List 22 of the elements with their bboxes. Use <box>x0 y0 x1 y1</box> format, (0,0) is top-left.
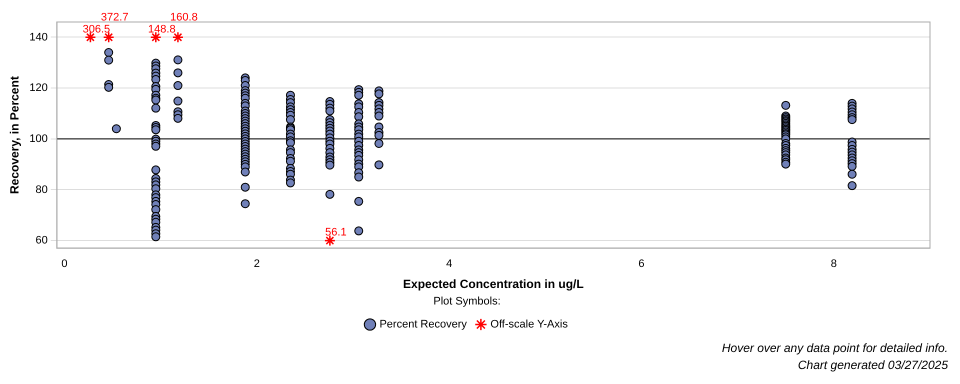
text: Hover over any data point for detailed info. <box>720 340 948 357</box>
y-axis-title: Recovery, in Percent <box>8 76 22 194</box>
y-tick-label: 60 <box>36 234 48 247</box>
annotation: 372.7 <box>100 11 128 24</box>
x-tick-label: 0 <box>61 258 68 270</box>
legend-title: Plot Symbols: <box>433 295 501 308</box>
y-tick-label: 120 <box>29 82 48 94</box>
legend-label: Off-scale Y-Axis <box>490 318 568 331</box>
y-tick-label: 100 <box>29 132 48 145</box>
legend-label: Percent Recovery <box>379 318 468 331</box>
x-tick-label: 4 <box>446 258 452 270</box>
y-tick-label: 140 <box>29 31 48 44</box>
x-tick-label: 6 <box>638 258 645 270</box>
x-tick-label: 8 <box>830 258 837 270</box>
annotation: 306.5 <box>82 23 110 36</box>
x-tick-label: 2 <box>254 258 260 270</box>
y-tick-label: 80 <box>36 184 48 196</box>
annotation: 56.1 <box>325 226 347 239</box>
text: Chart generated 03/27/2025 <box>796 357 948 374</box>
annotation: 148.8 <box>148 23 176 36</box>
annotation: 160.8 <box>170 11 198 24</box>
x-axis-title: Expected Concentration in ug/L <box>403 276 584 291</box>
